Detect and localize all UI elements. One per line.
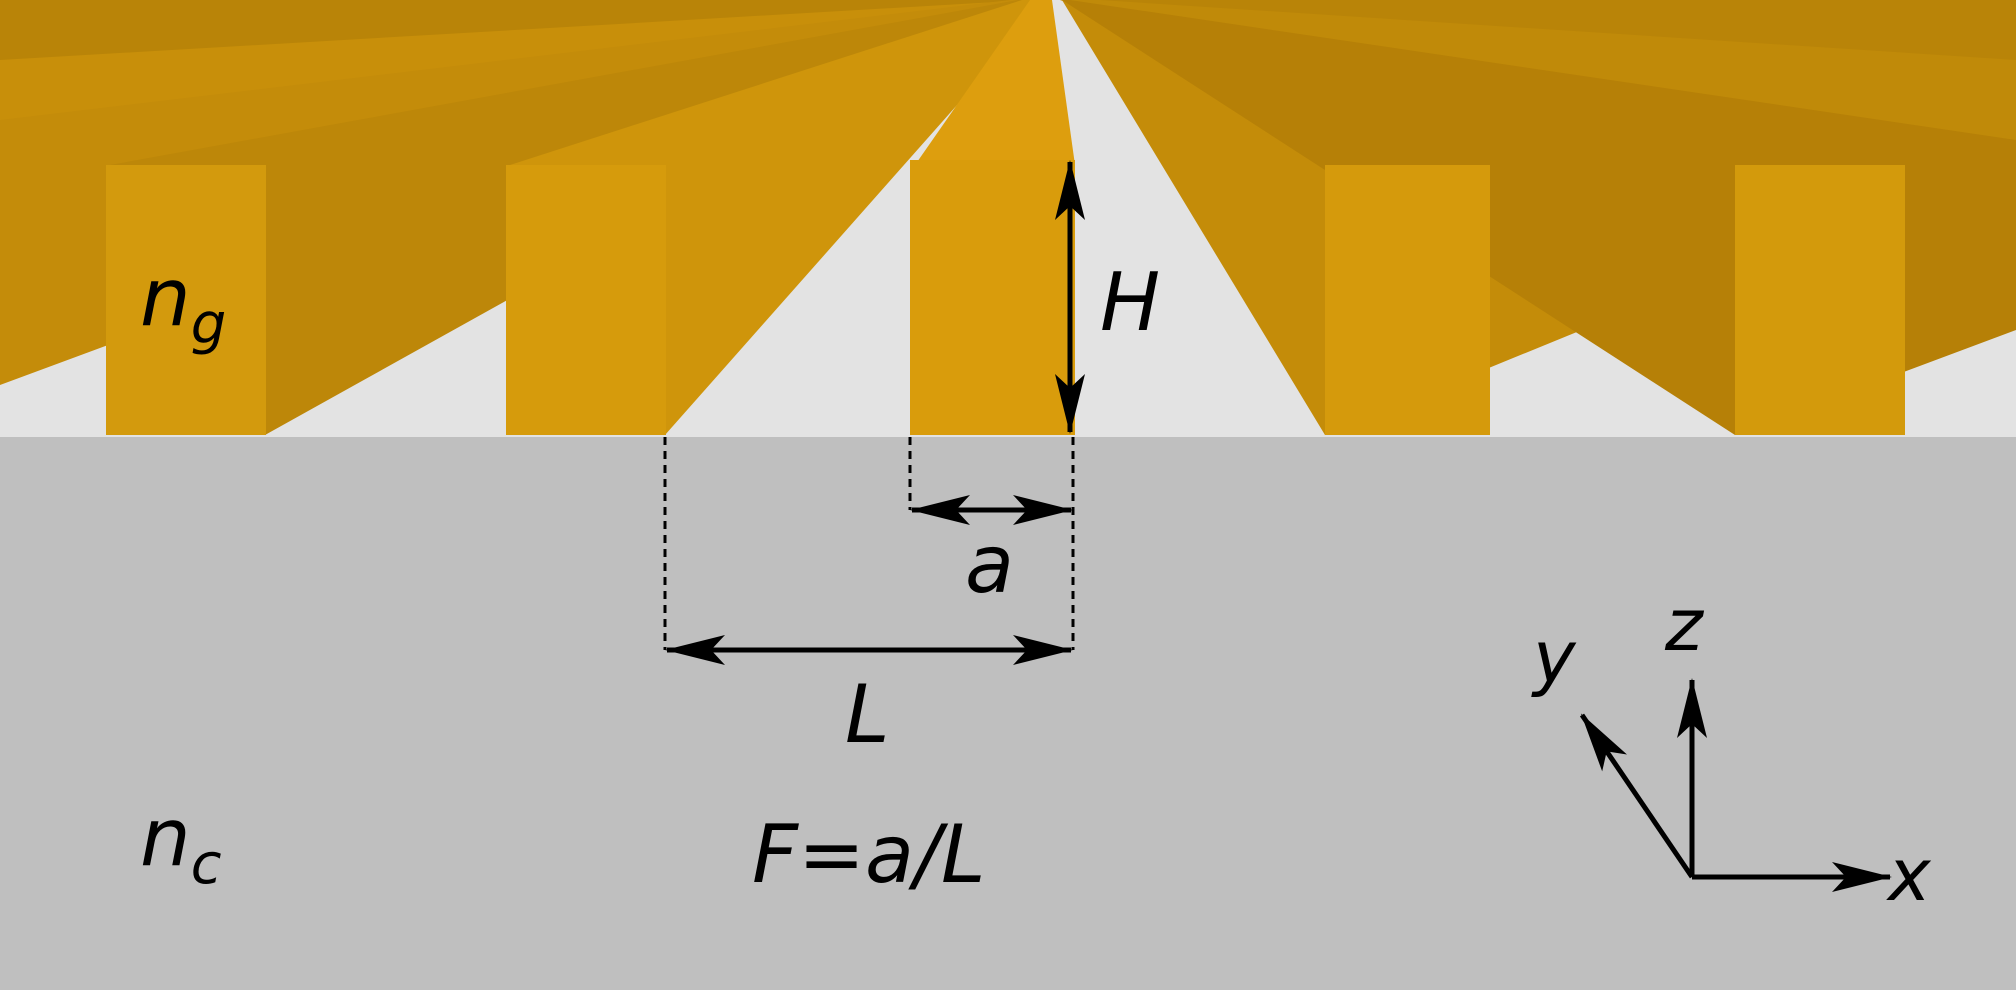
fill-factor-label: F=a/L <box>752 808 986 901</box>
coordinate-axes <box>1579 678 1892 892</box>
width-label: a <box>965 518 1014 611</box>
y-axis-label: y <box>1531 615 1577 699</box>
ridge-front <box>106 165 266 435</box>
cover-index-label: nc <box>140 791 222 897</box>
ridge-front <box>506 165 666 435</box>
grating-ridge-fronts <box>106 160 1905 435</box>
ridge-front <box>1325 165 1490 435</box>
height-label: H <box>1100 256 1160 349</box>
y-axis-arrow <box>1579 713 1695 879</box>
ridge-front <box>1735 165 1905 435</box>
z-axis-label: z <box>1664 583 1705 667</box>
period-label: L <box>845 668 890 761</box>
grating-index-label: ng <box>140 251 226 357</box>
x-axis-label: x <box>1886 833 1932 917</box>
ridge-front <box>910 160 1075 435</box>
